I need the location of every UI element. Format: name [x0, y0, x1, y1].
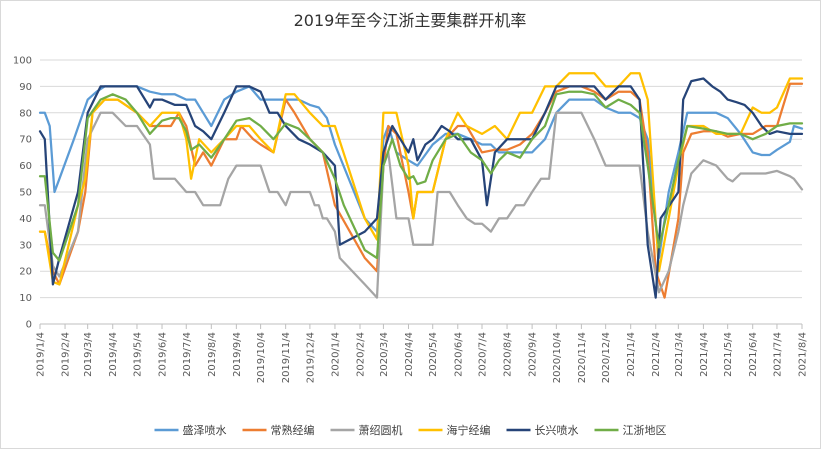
x-tick-label: 2019/10/4 — [256, 332, 267, 383]
x-tick-label: 2019/5/4 — [132, 332, 143, 377]
legend-entry: 江浙地区 — [594, 424, 667, 437]
x-tick-label: 2019/8/4 — [207, 332, 218, 377]
x-tick-label: 2020/10/4 — [552, 332, 563, 383]
x-tick-label: 2020/2/4 — [355, 332, 366, 377]
x-tick-label: 2021/5/4 — [723, 332, 734, 377]
y-tick-label: 90 — [19, 82, 32, 93]
legend-entry: 盛泽喷水 — [154, 423, 227, 437]
x-tick-label: 2021/3/4 — [674, 332, 685, 377]
y-tick-label: 0 — [26, 320, 32, 331]
x-tick-label: 2019/3/4 — [83, 332, 94, 377]
x-tick-label: 2020/7/4 — [478, 332, 489, 377]
series-lines — [38, 72, 804, 299]
y-tick-label: 80 — [19, 108, 32, 119]
y-axis: 0 10 20 30 40 50 60 70 80 90 100 — [13, 56, 32, 331]
y-tick-label: 50 — [19, 188, 32, 199]
legend-label: 萧绍圆机 — [359, 423, 403, 437]
legend-label: 江浙地区 — [623, 424, 667, 437]
x-tick-label: 2019/12/4 — [305, 332, 316, 383]
x-tick-label: 2021/1/4 — [626, 332, 637, 377]
x-tick-label: 2020/12/4 — [601, 332, 612, 383]
x-tick-label: 2019/11/4 — [281, 332, 292, 383]
y-tick-label: 30 — [19, 240, 32, 251]
x-tick-label: 2020/9/4 — [528, 332, 539, 377]
x-tick-label: 2021/7/4 — [772, 332, 783, 377]
x-tick-label: 2021/2/4 — [651, 332, 662, 377]
y-tick-label: 70 — [19, 135, 32, 146]
y-tick-label: 20 — [19, 267, 32, 278]
x-tick-label: 2019/2/4 — [61, 332, 72, 377]
legend-entry: 长兴喷水 — [506, 424, 579, 437]
series-line-江浙地区 — [38, 90, 804, 262]
x-tick-label: 2020/8/4 — [503, 332, 514, 377]
x-tick-label: 2020/5/4 — [428, 332, 439, 377]
legend: 盛泽喷水 常熟经编 萧绍圆机 海宁经编 长兴喷水 江浙地区 — [154, 423, 667, 437]
legend-entry: 常熟经编 — [242, 423, 315, 437]
legend-entry: 萧绍圆机 — [330, 423, 403, 437]
legend-entry: 海宁经编 — [418, 423, 491, 437]
x-axis: 2019/1/4 2019/2/4 2019/3/4 2019/4/4 2019/5/4… — [36, 324, 809, 383]
y-tick-label: 60 — [19, 161, 32, 172]
chart-title: 2019年至今江浙主要集群开机率 — [294, 11, 527, 30]
x-tick-label: 2020/6/4 — [453, 332, 464, 377]
x-tick-label: 2020/11/4 — [577, 332, 588, 383]
series-line-萧绍圆机 — [38, 111, 804, 299]
x-tick-label: 2019/7/4 — [182, 332, 193, 377]
x-tick-label: 2021/6/4 — [748, 332, 759, 377]
series-line-长兴喷水 — [38, 77, 804, 299]
legend-label: 常熟经编 — [271, 423, 315, 437]
x-tick-label: 2021/4/4 — [699, 332, 710, 377]
legend-label: 盛泽喷水 — [183, 423, 227, 437]
x-tick-label: 2019/9/4 — [232, 332, 243, 377]
legend-label: 长兴喷水 — [535, 424, 579, 437]
x-tick-label: 2021/8/4 — [798, 332, 809, 377]
x-tick-label: 2020/1/4 — [330, 332, 341, 377]
x-tick-label: 2019/4/4 — [108, 332, 119, 377]
x-tick-label: 2019/6/4 — [158, 332, 169, 377]
series-line-海宁经编 — [38, 72, 804, 286]
x-tick-label: 2020/3/4 — [379, 332, 390, 377]
x-tick-label: 2020/4/4 — [404, 332, 415, 377]
y-tick-label: 40 — [19, 214, 32, 225]
y-tick-label: 100 — [13, 56, 32, 67]
x-tick-label: 2019/1/4 — [36, 332, 47, 377]
legend-label: 海宁经编 — [447, 423, 491, 437]
y-tick-label: 10 — [19, 293, 32, 304]
